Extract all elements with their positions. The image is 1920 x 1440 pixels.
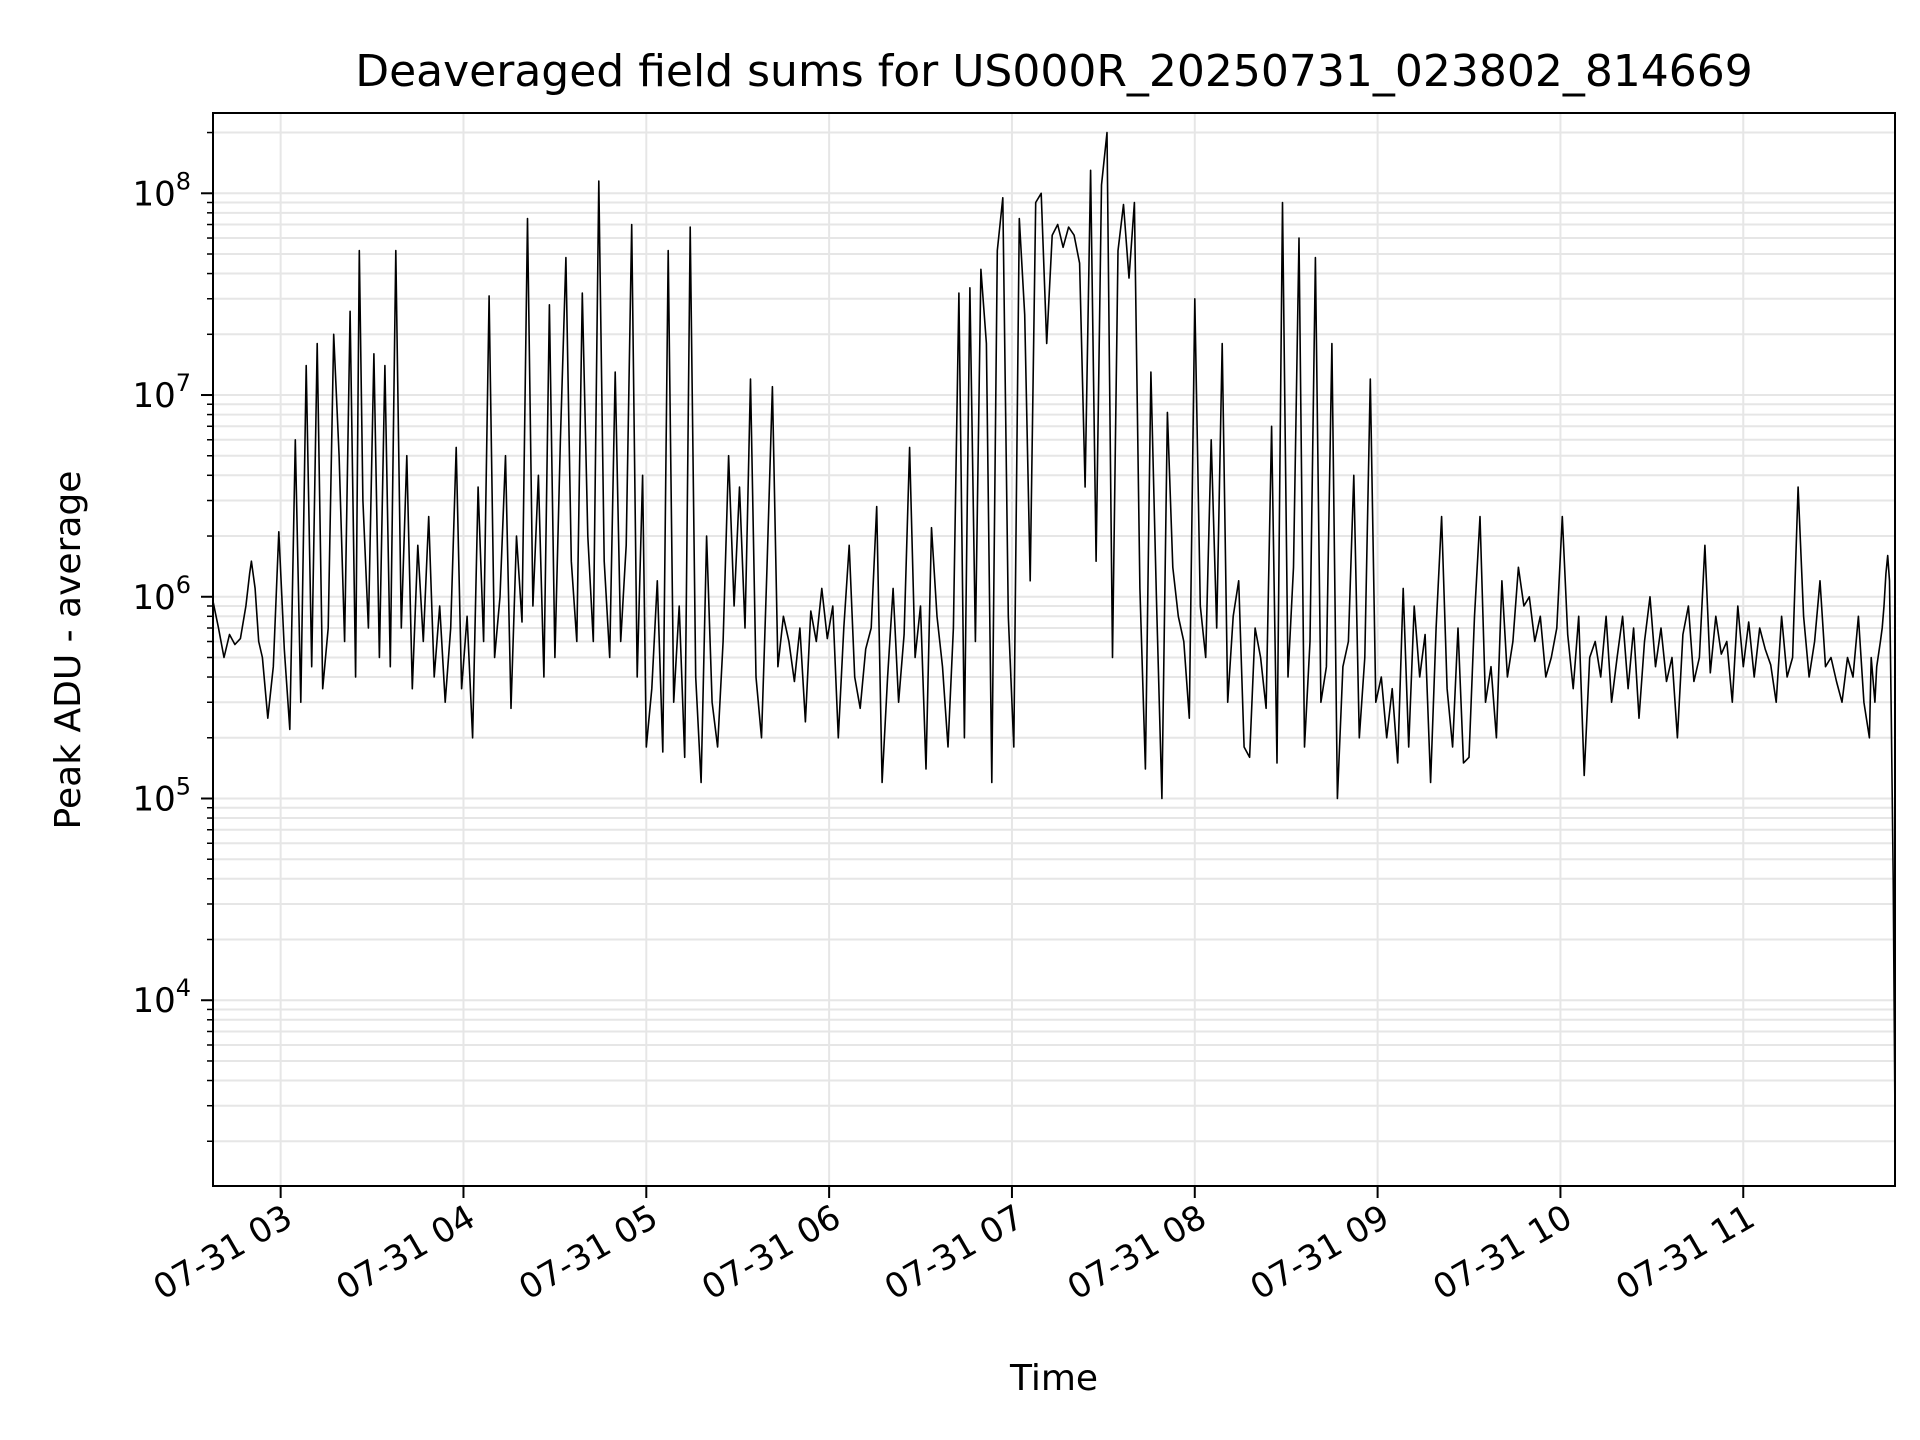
y-tick-exponent: 5 bbox=[176, 772, 191, 800]
series-layer bbox=[212, 131, 1896, 1122]
y-axis-label: Peak ADU - average bbox=[48, 471, 89, 830]
y-tick-exponent: 4 bbox=[176, 974, 191, 1002]
y-tick-label: 105 bbox=[132, 772, 191, 819]
y-tick-label: 107 bbox=[132, 369, 191, 416]
y-tick-exponent: 7 bbox=[176, 369, 191, 397]
plot-frame bbox=[212, 112, 1896, 1187]
y-tick-base: 10 bbox=[132, 981, 175, 1021]
series-line bbox=[212, 131, 1896, 1122]
y-tick-base: 10 bbox=[132, 578, 175, 618]
x-axis-label: Time bbox=[1009, 1358, 1098, 1399]
y-tick-exponent: 8 bbox=[176, 167, 191, 195]
y-tick-exponent: 6 bbox=[176, 571, 191, 599]
y-tick-label: 104 bbox=[132, 974, 191, 1021]
grid-layer bbox=[213, 113, 1895, 1186]
y-tick-base: 10 bbox=[132, 779, 175, 819]
y-tick-label: 106 bbox=[132, 571, 191, 618]
y-tick-base: 10 bbox=[132, 376, 175, 416]
chart-title: Deaveraged field sums for US000R_2025073… bbox=[355, 46, 1753, 97]
y-tick-base: 10 bbox=[132, 174, 175, 214]
y-tick-label: 108 bbox=[132, 167, 191, 214]
